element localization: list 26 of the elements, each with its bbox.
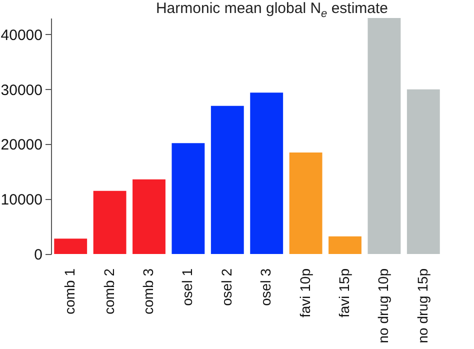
chart-title: Harmonic mean global N$_{e}$ estimate (154, 0, 390, 20)
y-tick-label: 10000 (0, 192, 42, 209)
x-tick-label: osel 3 (258, 268, 274, 306)
bar (93, 190, 126, 254)
y-tick-label: 30000 (0, 82, 42, 99)
bar (250, 92, 284, 254)
bar (328, 236, 362, 254)
bar (210, 106, 244, 254)
x-tick-label: favi 15p (336, 268, 352, 318)
x-tick-label: comb 3 (140, 268, 156, 314)
x-tick-label: osel 1 (179, 268, 196, 306)
x-tick-label: comb 2 (100, 268, 117, 314)
bar (289, 152, 322, 254)
x-tick-label: no drug 10p (375, 268, 392, 344)
bar (172, 143, 205, 254)
x-tick-label: no drug 15p (414, 268, 430, 344)
x-tick-label: comb 1 (62, 268, 78, 314)
x-tick-label: favi 10p (296, 268, 313, 318)
x-tick-label: osel 2 (218, 268, 234, 306)
bar (406, 89, 440, 254)
y-tick-label: 0 (34, 246, 42, 264)
y-tick-label: 40000 (0, 26, 42, 44)
bar (54, 238, 88, 254)
y-tick-label: 20000 (0, 136, 42, 154)
bar (132, 179, 166, 254)
bar (368, 18, 401, 254)
